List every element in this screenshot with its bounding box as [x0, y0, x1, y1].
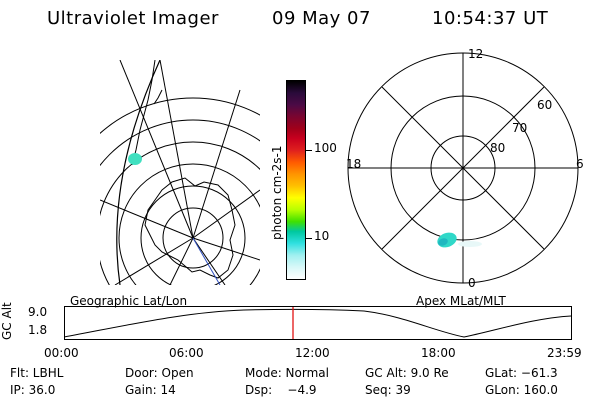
geographic-latitude: GLat: −61.3	[485, 366, 558, 380]
geographic-map-panel	[100, 60, 260, 286]
header-date: 09 May 07	[272, 8, 371, 29]
mode-value: Mode: Normal	[245, 366, 329, 380]
meridian	[192, 189, 260, 239]
door-status: Door: Open	[125, 366, 194, 380]
timeline-y-tick: 1.8	[28, 323, 48, 337]
ip-value: IP: 36.0	[10, 383, 56, 397]
mlt-label-top: 12	[468, 47, 484, 61]
coastline	[153, 89, 163, 105]
timeline-frame	[64, 306, 572, 340]
altitude-timeline	[63, 306, 572, 340]
timeline-x-tick: 06:00	[169, 346, 204, 360]
lat-label-60: 60	[537, 98, 553, 112]
meridian	[192, 237, 226, 285]
limb-edge	[116, 60, 161, 285]
mlt-label-right: 6	[576, 157, 584, 171]
timeline-x-tick: 00:00	[44, 346, 79, 360]
polar-plot-panel	[340, 48, 590, 288]
lat-circle	[118, 163, 260, 285]
dsp-value: Dsp: −4.9	[245, 383, 317, 397]
timeline-y-axis-label: GC Alt	[0, 302, 14, 340]
meridian	[169, 237, 194, 285]
colorbar-label: photon cm-2s-1	[270, 145, 284, 241]
timeline-right-label: Apex MLat/MLT	[416, 294, 506, 308]
meridian	[159, 60, 194, 239]
aurora-faint	[458, 241, 482, 247]
colorbar-tick-label: 10	[314, 229, 330, 243]
header-time: 10:54:37 UT	[432, 8, 549, 29]
colorbar-tick	[306, 150, 312, 151]
meridian	[192, 237, 260, 261]
polar-plot	[347, 52, 579, 284]
altitude-curve	[63, 308, 572, 338]
timeline-y-tick: 9.0	[28, 305, 48, 319]
meridian	[114, 237, 194, 285]
colorbar	[286, 80, 306, 280]
geographic-map	[100, 60, 260, 286]
colorbar-gradient	[287, 81, 305, 279]
timeline-x-tick: 18:00	[421, 346, 456, 360]
altitude-plot	[63, 306, 572, 340]
mlt-line-diag	[381, 86, 545, 250]
lat-circle	[100, 119, 260, 167]
meridian	[119, 60, 194, 239]
filter-value: Flt: LBHL	[10, 366, 64, 380]
timeline-x-tick: 23:59	[547, 346, 582, 360]
lat-circle	[100, 141, 260, 285]
coastline	[131, 60, 156, 166]
lat-label-70: 70	[512, 121, 528, 135]
mlt-label-left: 18	[346, 157, 362, 171]
aurora-spot	[128, 153, 142, 165]
timeline-x-tick: 12:00	[295, 346, 330, 360]
timeline-left-label: Geographic Lat/Lon	[70, 294, 188, 308]
lat-circle	[100, 97, 260, 135]
geographic-longitude: GLon: 160.0	[485, 383, 558, 397]
lat-circle	[140, 185, 246, 285]
lat-label-80: 80	[490, 141, 506, 155]
mlt-label-bottom: 0	[468, 276, 476, 290]
gain-value: Gain: 14	[125, 383, 176, 397]
instrument-title: Ultraviolet Imager	[47, 8, 219, 29]
aurora-core	[438, 238, 448, 246]
lat-circle	[162, 207, 224, 269]
magnetic-meridian	[192, 237, 221, 286]
sequence-number: Seq: 39	[365, 383, 411, 397]
colorbar-tick-label: 100	[314, 141, 337, 155]
colorbar-tick	[306, 238, 312, 239]
meridian	[192, 89, 241, 239]
gc-altitude: GC Alt: 9.0 Re	[365, 366, 449, 380]
antarctica-coastline	[144, 177, 236, 279]
